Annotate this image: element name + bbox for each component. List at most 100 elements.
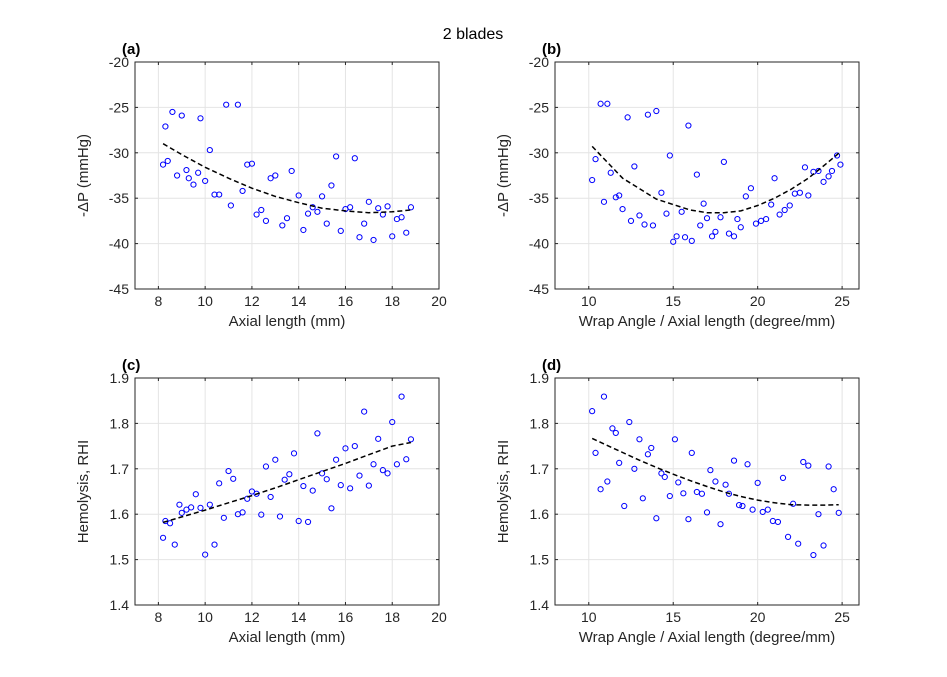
data-point (801, 164, 809, 171)
data-point (361, 408, 368, 415)
x-tick-label: 20 (431, 293, 447, 309)
data-point (192, 491, 199, 498)
data-point (649, 222, 657, 229)
data-point (178, 112, 185, 119)
data-point (195, 169, 202, 176)
data-point (700, 200, 707, 207)
x-tick-label: 16 (338, 609, 354, 625)
data-point (717, 521, 724, 528)
data-point (370, 461, 377, 468)
data-point (384, 470, 391, 477)
data-point (600, 393, 608, 400)
data-point (398, 393, 405, 400)
x-tick-label: 14 (291, 609, 307, 625)
data-point (749, 506, 756, 513)
data-point (737, 224, 744, 231)
data-point (779, 474, 787, 481)
data-point (347, 485, 354, 492)
data-point (820, 542, 827, 549)
data-point (627, 217, 635, 224)
data-point (375, 205, 382, 212)
data-point (776, 211, 783, 218)
data-point (720, 158, 727, 165)
data-point (795, 540, 802, 547)
data-point (712, 228, 719, 235)
data-point (747, 185, 755, 192)
data-point (688, 449, 695, 457)
data-point (407, 436, 415, 443)
data-point (258, 206, 265, 214)
y-axis-label: Hemolysis, RHI (495, 440, 512, 543)
data-point (244, 495, 251, 502)
data-point (283, 215, 291, 222)
data-point (734, 215, 741, 223)
data-point (328, 505, 335, 512)
y-tick-label: -45 (109, 281, 129, 297)
data-point (318, 193, 326, 200)
data-point (708, 233, 716, 240)
x-axis-label: Axial length (mm) (229, 313, 346, 330)
y-tick-label: -35 (529, 190, 549, 206)
data-point (631, 465, 638, 472)
data-point (786, 202, 793, 209)
x-axis-label: Axial length (mm) (229, 629, 346, 646)
x-tick-label: 8 (154, 293, 162, 309)
x-tick-label: 16 (338, 293, 354, 309)
scatter-series (589, 393, 842, 559)
data-point (790, 500, 797, 507)
data-point (164, 157, 171, 165)
y-tick-label: -25 (529, 99, 549, 115)
data-point (771, 175, 778, 182)
panel-label: (d) (542, 357, 561, 374)
y-tick-label: 1.6 (110, 506, 130, 522)
data-point (206, 501, 213, 508)
data-point (279, 222, 286, 229)
y-tick-label: 1.5 (530, 552, 550, 568)
data-point (825, 173, 832, 180)
data-point (752, 220, 760, 227)
x-axis-label: Wrap Angle / Axial length (degree/mm) (579, 629, 836, 646)
data-point (810, 551, 817, 559)
x-tick-label: 20 (750, 293, 766, 309)
y-tick-label: -45 (529, 281, 549, 297)
data-point (703, 215, 711, 222)
data-point (328, 182, 335, 189)
data-point (589, 408, 596, 415)
data-point (262, 463, 270, 470)
data-point (159, 161, 167, 168)
x-tick-label: 10 (197, 293, 213, 309)
x-axis-label: Wrap Angle / Axial length (degree/mm) (579, 313, 836, 330)
data-point (666, 152, 673, 159)
data-point (185, 175, 192, 182)
data-point (619, 205, 626, 213)
y-tick-label: -25 (109, 99, 129, 115)
scatter-series (159, 101, 415, 244)
axes-frame (134, 61, 440, 290)
data-point (347, 204, 354, 211)
data-point (604, 100, 611, 107)
y-tick-label: 1.5 (110, 552, 130, 568)
data-point (276, 513, 284, 520)
data-point (375, 435, 382, 442)
y-tick-label: 1.4 (530, 597, 550, 613)
data-point (239, 187, 246, 195)
data-point (190, 181, 197, 188)
data-point (830, 486, 837, 493)
data-point (670, 238, 677, 245)
data-point (173, 172, 181, 179)
data-point (225, 467, 232, 475)
data-point (685, 516, 692, 523)
data-point (223, 101, 230, 108)
data-point (768, 201, 775, 208)
data-point (631, 163, 638, 170)
data-point (644, 451, 651, 458)
plot-area (555, 62, 859, 289)
data-point (288, 167, 295, 175)
data-point (653, 515, 660, 522)
data-point (612, 194, 619, 201)
data-point (365, 198, 372, 205)
data-point (730, 457, 738, 464)
data-point (784, 533, 792, 541)
data-point (197, 115, 204, 122)
data-point (267, 175, 274, 182)
